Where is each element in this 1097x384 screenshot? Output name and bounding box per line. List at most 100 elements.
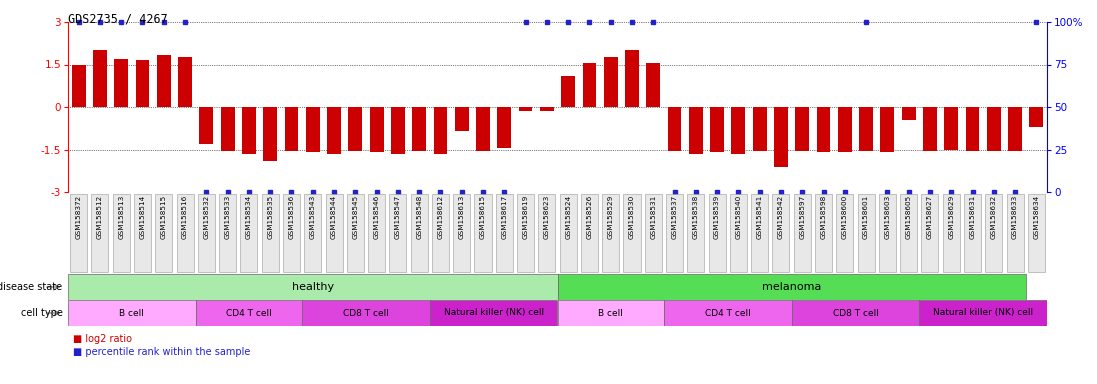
Bar <box>965 107 980 151</box>
Text: healthy: healthy <box>292 282 333 292</box>
Bar <box>710 107 724 152</box>
Text: GSM158526: GSM158526 <box>587 194 592 239</box>
Text: GSM158617: GSM158617 <box>501 194 507 239</box>
FancyBboxPatch shape <box>751 194 768 272</box>
Bar <box>306 107 319 152</box>
Bar <box>987 107 1000 151</box>
FancyBboxPatch shape <box>623 194 641 272</box>
Bar <box>136 60 149 107</box>
Bar <box>625 50 638 107</box>
Text: GSM158633: GSM158633 <box>1013 194 1018 239</box>
Bar <box>919 300 1047 326</box>
FancyBboxPatch shape <box>688 194 704 272</box>
Text: GSM158524: GSM158524 <box>565 194 572 239</box>
FancyBboxPatch shape <box>666 194 683 272</box>
Text: GSM158540: GSM158540 <box>735 194 742 239</box>
FancyBboxPatch shape <box>453 194 471 272</box>
Bar <box>455 107 468 131</box>
Text: disease state: disease state <box>0 282 63 292</box>
FancyBboxPatch shape <box>432 194 449 272</box>
FancyBboxPatch shape <box>709 194 725 272</box>
Text: GSM158597: GSM158597 <box>800 194 805 239</box>
FancyBboxPatch shape <box>197 194 215 272</box>
Bar <box>433 107 448 154</box>
Text: melanoma: melanoma <box>762 282 822 292</box>
Text: CD4 T cell: CD4 T cell <box>705 308 750 318</box>
Text: GSM158605: GSM158605 <box>906 194 912 239</box>
Bar <box>497 107 511 148</box>
Text: GSM158545: GSM158545 <box>352 194 359 239</box>
Bar <box>838 107 851 152</box>
FancyBboxPatch shape <box>389 194 406 272</box>
FancyBboxPatch shape <box>475 194 491 272</box>
FancyBboxPatch shape <box>539 194 555 272</box>
Bar <box>540 107 554 111</box>
FancyBboxPatch shape <box>645 194 661 272</box>
Text: GSM158619: GSM158619 <box>522 194 529 239</box>
Bar <box>284 107 298 151</box>
Text: GSM158513: GSM158513 <box>118 194 124 239</box>
Bar <box>157 55 171 107</box>
Text: GSM158544: GSM158544 <box>331 194 337 239</box>
Text: GSM158615: GSM158615 <box>480 194 486 239</box>
FancyBboxPatch shape <box>858 194 874 272</box>
Text: GDS2735 / 4267: GDS2735 / 4267 <box>68 12 168 25</box>
Bar <box>430 300 557 326</box>
FancyBboxPatch shape <box>496 194 512 272</box>
Bar <box>349 107 362 151</box>
FancyBboxPatch shape <box>219 194 236 272</box>
Bar <box>220 107 235 151</box>
Bar <box>114 59 128 107</box>
Text: GSM158623: GSM158623 <box>544 194 550 239</box>
Text: GSM158629: GSM158629 <box>948 194 954 239</box>
Bar <box>562 76 575 107</box>
Bar <box>668 107 681 151</box>
Text: GSM158372: GSM158372 <box>76 194 81 239</box>
Bar <box>71 65 86 107</box>
Text: Natural killer (NK) cell: Natural killer (NK) cell <box>443 308 544 318</box>
Text: CD4 T cell: CD4 T cell <box>226 308 272 318</box>
Bar <box>902 107 916 120</box>
FancyBboxPatch shape <box>134 194 151 272</box>
FancyBboxPatch shape <box>283 194 299 272</box>
Bar <box>476 107 490 151</box>
Bar <box>689 107 703 154</box>
Bar <box>242 107 256 154</box>
FancyBboxPatch shape <box>326 194 342 272</box>
Bar <box>1029 107 1043 127</box>
FancyBboxPatch shape <box>113 194 129 272</box>
FancyBboxPatch shape <box>901 194 917 272</box>
Text: B cell: B cell <box>598 308 623 318</box>
Text: GSM158538: GSM158538 <box>693 194 699 239</box>
FancyBboxPatch shape <box>772 194 790 272</box>
FancyBboxPatch shape <box>347 194 364 272</box>
FancyBboxPatch shape <box>879 194 896 272</box>
Text: GSM158631: GSM158631 <box>970 194 975 239</box>
Text: GSM158529: GSM158529 <box>608 194 613 239</box>
Bar <box>557 300 664 326</box>
Bar <box>327 107 341 154</box>
Text: GSM158530: GSM158530 <box>629 194 635 239</box>
Bar <box>816 107 830 152</box>
Text: GSM158534: GSM158534 <box>246 194 252 239</box>
Text: B cell: B cell <box>120 308 145 318</box>
Text: GSM158603: GSM158603 <box>884 194 891 239</box>
Text: GSM158514: GSM158514 <box>139 194 146 239</box>
Bar <box>263 107 278 161</box>
Bar <box>646 63 660 107</box>
FancyBboxPatch shape <box>602 194 619 272</box>
Text: GSM158533: GSM158533 <box>225 194 230 239</box>
Text: ■ percentile rank within the sample: ■ percentile rank within the sample <box>73 347 251 357</box>
Bar <box>1008 107 1022 151</box>
Text: GSM158537: GSM158537 <box>671 194 678 239</box>
Bar <box>881 107 894 152</box>
FancyBboxPatch shape <box>730 194 747 272</box>
FancyBboxPatch shape <box>815 194 832 272</box>
Text: CD8 T cell: CD8 T cell <box>343 308 389 318</box>
FancyBboxPatch shape <box>836 194 853 272</box>
Bar <box>774 107 788 167</box>
Bar <box>557 274 1026 300</box>
Text: GSM158612: GSM158612 <box>438 194 443 239</box>
Bar <box>412 107 426 151</box>
FancyBboxPatch shape <box>91 194 109 272</box>
